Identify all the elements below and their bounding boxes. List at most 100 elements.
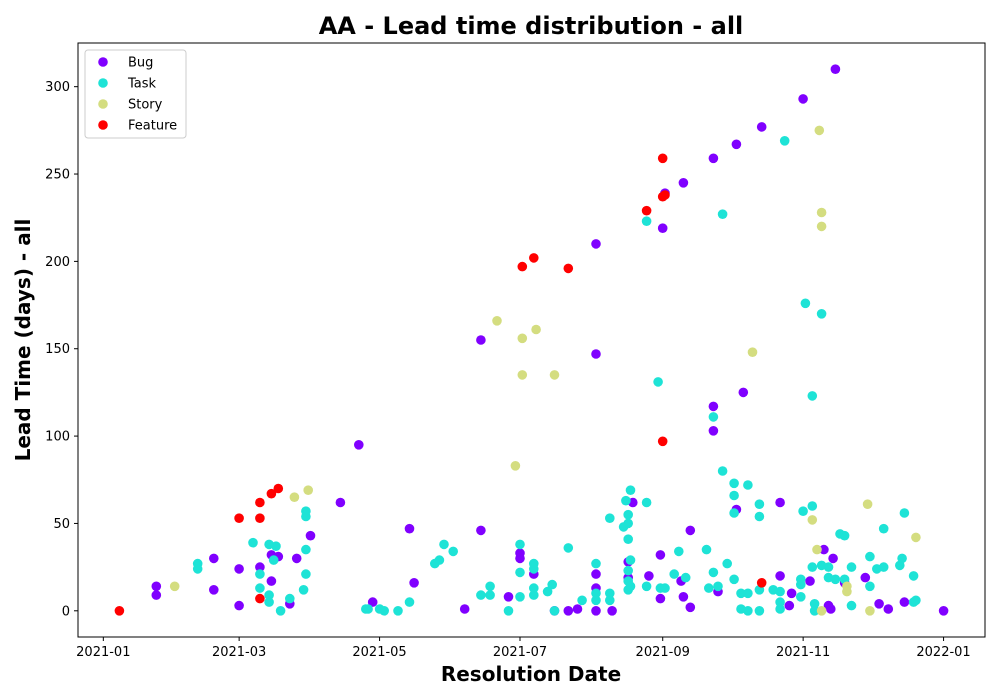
task-point (743, 606, 753, 616)
task-point (563, 543, 574, 553)
task-point (830, 574, 841, 585)
y-tick-label: 250 (45, 168, 70, 183)
y-axis-ticks: 0 50 100 150 200 250 300 (45, 80, 78, 619)
bug-point (775, 497, 785, 508)
bug-point (798, 94, 808, 104)
feature-point (266, 488, 277, 499)
bug-point (515, 553, 525, 564)
task-point (503, 606, 514, 616)
task-point (800, 298, 811, 309)
task-point (775, 604, 785, 614)
task-point (641, 216, 652, 226)
bug-point (731, 139, 742, 150)
y-tick-label: 200 (45, 255, 70, 270)
bug-point (572, 604, 583, 614)
task-point (908, 571, 919, 581)
task-point (271, 541, 281, 551)
task-point (577, 595, 587, 606)
task-point (743, 480, 753, 490)
feature-point (529, 253, 539, 263)
story-point (816, 207, 827, 218)
task-point (623, 565, 633, 576)
bug-point (266, 576, 277, 586)
y-tick-label: 0 (62, 604, 70, 619)
bug-point (305, 530, 316, 541)
task-point (736, 588, 746, 599)
story-point (812, 544, 822, 555)
y-tick-label: 300 (45, 80, 70, 95)
task-point (623, 534, 633, 544)
task-point (899, 508, 910, 518)
story-point (492, 316, 502, 326)
bug-point (644, 571, 654, 581)
task-point (911, 595, 921, 606)
bug-point (367, 597, 378, 607)
bug-point (607, 606, 617, 616)
chart-title: AA - Lead time distribution - all (319, 12, 744, 40)
task-point (363, 604, 373, 614)
task-point (754, 511, 765, 522)
bug-point (335, 497, 346, 508)
task-point (301, 544, 311, 555)
bug-point (655, 550, 666, 560)
task-point (379, 606, 390, 616)
bug-point (828, 553, 838, 564)
task-point (434, 555, 445, 565)
feature-point (255, 497, 265, 508)
task-point (439, 539, 449, 550)
feature-point (660, 190, 670, 200)
bug-point (938, 606, 949, 616)
task-point (798, 506, 808, 516)
task-point (625, 555, 636, 565)
bug-point (708, 401, 719, 412)
task-point (729, 478, 739, 489)
bug-point (784, 600, 795, 611)
bug-point (409, 578, 419, 588)
bug-point (234, 564, 244, 574)
task-point (529, 590, 539, 600)
task-point (729, 490, 739, 501)
feature-point (255, 593, 265, 604)
bug-point (874, 599, 884, 609)
points-layer (114, 64, 949, 616)
task-point (717, 466, 728, 476)
task-point (713, 581, 723, 592)
task-point (529, 583, 539, 593)
task-point (729, 508, 739, 518)
bug-point (883, 604, 894, 614)
story-point (816, 606, 827, 616)
legend-label-bug: Bug (128, 56, 153, 71)
task-point (809, 599, 820, 609)
bug-point (805, 576, 815, 586)
bug-point (591, 239, 601, 249)
task-point (878, 523, 889, 534)
bug-point (291, 553, 302, 564)
x-tick-label: 2022-01 (916, 645, 970, 660)
task-point (301, 511, 311, 522)
task-point (298, 585, 309, 595)
x-tick-label: 2021-05 (352, 645, 406, 660)
bug-point (678, 592, 689, 602)
x-tick-label: 2021-09 (636, 645, 690, 660)
task-point (485, 590, 495, 600)
task-point (476, 590, 486, 600)
task-point (807, 391, 818, 401)
task-point (515, 567, 525, 578)
bug-point (756, 122, 767, 132)
bug-point (685, 525, 696, 536)
task-point (839, 530, 850, 541)
task-point (717, 209, 728, 219)
bug-point (591, 569, 601, 579)
x-axis-label: Resolution Date (441, 662, 621, 686)
feature-point (756, 578, 767, 588)
task-point (641, 581, 652, 592)
task-point (623, 518, 633, 529)
task-point (605, 588, 615, 599)
legend-marker-task (98, 78, 108, 88)
bug-point (591, 349, 601, 359)
bug-point (459, 604, 470, 614)
task-point (680, 572, 691, 583)
feature-point (517, 261, 528, 272)
legend-marker-bug (98, 57, 108, 67)
